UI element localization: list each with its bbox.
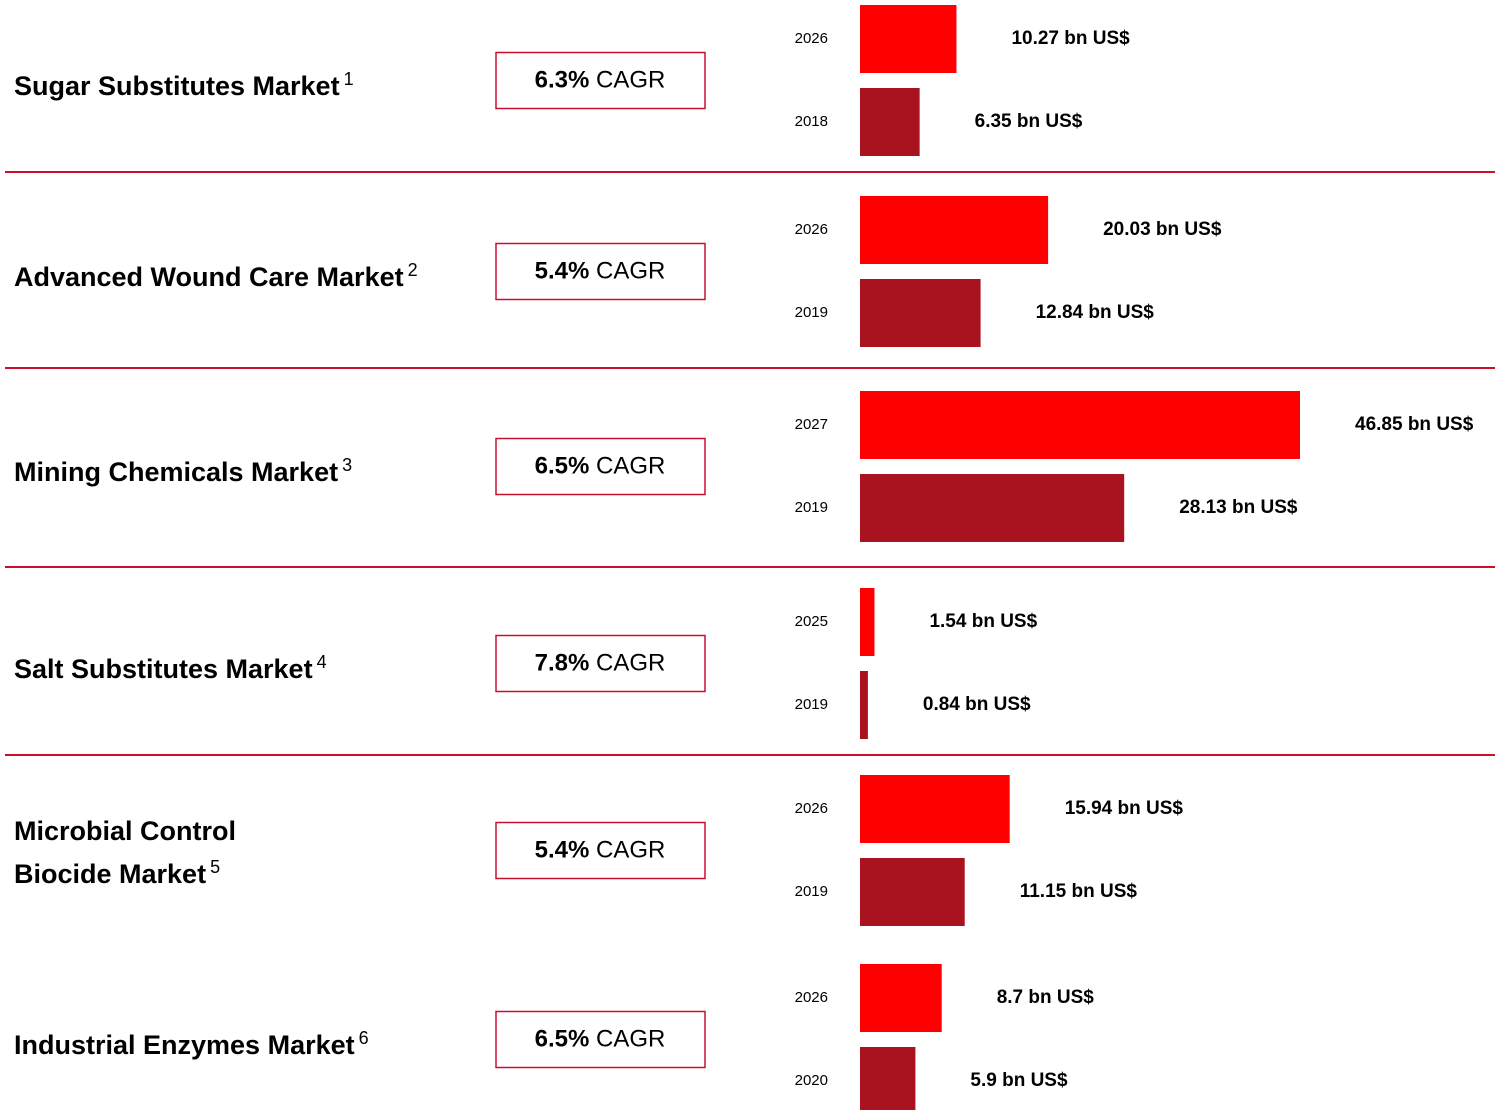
year-label: 2019 [795,499,828,516]
bar [860,391,1300,459]
footnote-marker: 6 [358,1027,369,1048]
market-title-text: Salt Substitutes Market [14,653,313,684]
year-label: 2019 [795,883,828,900]
value-label: 5.9 bn US$ [970,1070,1068,1091]
cagr-box [495,242,706,301]
bar [860,5,957,73]
value-label: 28.13 bn US$ [1179,497,1298,518]
cagr-box [495,1010,706,1069]
cagr-label: CAGR [596,258,665,285]
market-title: Industrial Enzymes Market 6 [14,1020,369,1063]
cagr-value: 6.5% [535,453,590,480]
year-label: 2026 [795,989,828,1006]
cagr-value: 5.4% [535,258,590,285]
value-label: 15.94 bn US$ [1065,798,1184,819]
bar [860,88,920,156]
cagr-box [495,634,706,693]
bar [860,858,965,926]
market-title-text: Mining Chemicals Market [14,456,339,487]
cagr-label: CAGR [596,650,665,677]
value-label: 0.84 bn US$ [923,694,1031,715]
cagr-value: 5.4% [535,837,590,864]
cagr-label: CAGR [596,453,665,480]
market-title: Advanced Wound Care Market 2 [14,252,418,295]
year-label: 2026 [795,221,828,238]
footnote-marker: 2 [407,259,418,280]
cagr-box [495,437,706,496]
value-label: 6.35 bn US$ [975,111,1083,132]
cagr-box [495,821,706,880]
value-label: 12.84 bn US$ [1036,302,1155,323]
cagr-text: 5.4% CAGR [535,837,666,864]
cagr-label: CAGR [596,1026,665,1053]
bar [860,964,942,1032]
cagr-text: 5.4% CAGR [535,258,666,285]
cagr-text: 6.5% CAGR [535,453,666,480]
cagr-value: 6.3% [535,67,590,94]
cagr-text: 6.3% CAGR [535,67,666,94]
bar [860,671,868,739]
year-label: 2019 [795,696,828,713]
market-title-text: Advanced Wound Care Market [14,261,404,292]
market-title-text: Sugar Substitutes Market [14,70,340,101]
bar [860,474,1125,542]
value-label: 20.03 bn US$ [1103,219,1222,240]
footnote-marker: 3 [342,454,353,475]
footnote-marker: 5 [210,856,221,877]
year-label: 2026 [795,30,828,47]
cagr-label: CAGR [596,837,665,864]
cagr-text: 6.5% CAGR [535,1026,666,1053]
cagr-text: 7.8% CAGR [535,650,666,677]
year-label: 2018 [795,113,828,130]
cagr-value: 6.5% [535,1026,590,1053]
market-title: Microbial Control Biocide Market 5 [14,813,236,892]
value-label: 11.15 bn US$ [1020,881,1138,902]
value-label: 8.7 bn US$ [997,987,1095,1008]
value-label: 46.85 bn US$ [1355,414,1474,435]
year-label: 2019 [795,304,828,321]
footnote-marker: 1 [343,68,354,89]
market-title: Mining Chemicals Market 3 [14,447,352,490]
bar [860,196,1049,264]
market-title-text: Microbial Control Biocide Market [14,815,236,889]
bar [860,775,1010,843]
value-label: 1.54 bn US$ [929,611,1037,632]
cagr-box [495,51,706,110]
market-title: Salt Substitutes Market 4 [14,644,327,687]
cagr-value: 7.8% [535,650,590,677]
bar [860,1047,916,1110]
footnote-marker: 4 [316,651,327,672]
market-title-text: Industrial Enzymes Market [14,1029,355,1060]
bar [860,588,875,656]
year-label: 2025 [795,613,828,630]
market-title: Sugar Substitutes Market 1 [14,61,354,104]
year-label: 2027 [795,416,828,433]
bar [860,279,981,347]
year-label: 2026 [795,800,828,817]
cagr-label: CAGR [596,67,665,94]
year-label: 2020 [795,1072,828,1089]
value-label: 10.27 bn US$ [1011,28,1130,49]
